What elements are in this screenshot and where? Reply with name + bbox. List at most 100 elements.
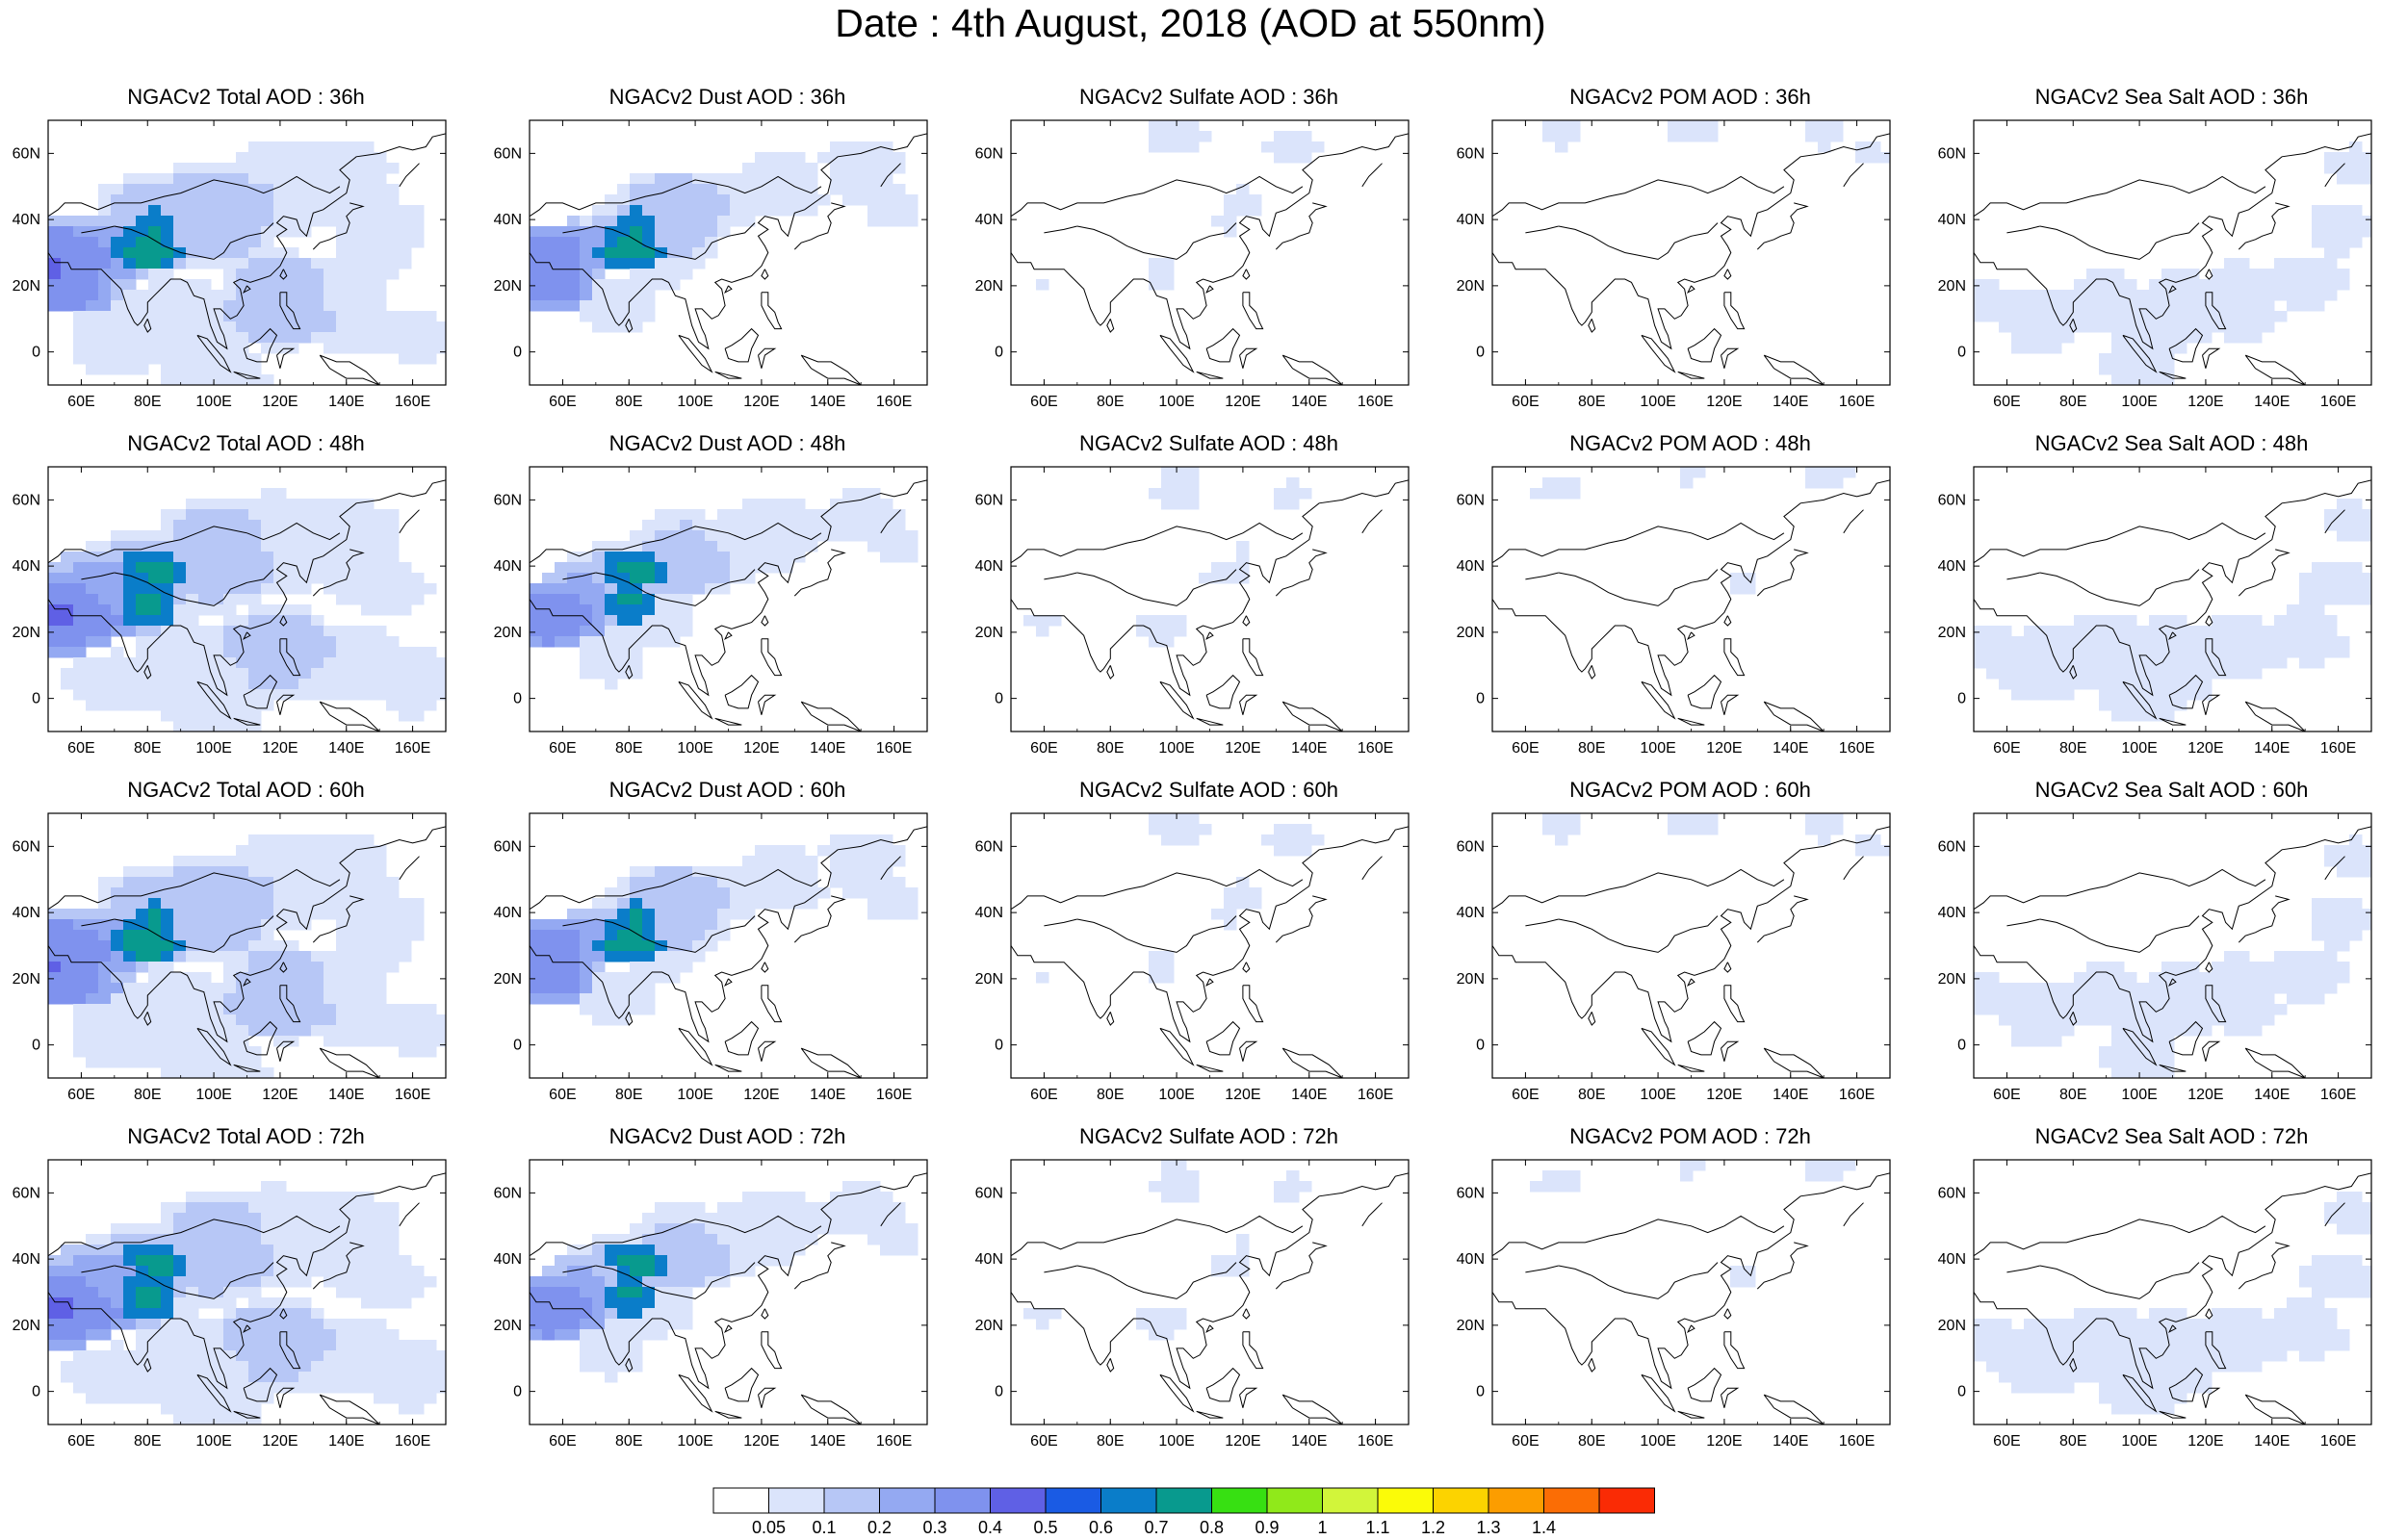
aod-cell bbox=[123, 562, 137, 574]
aod-cell bbox=[349, 163, 362, 174]
aod-cell bbox=[186, 583, 199, 595]
aod-cell bbox=[374, 1223, 387, 1235]
aod-cell bbox=[1986, 1319, 2000, 1330]
aod-cell bbox=[361, 583, 375, 595]
aod-cell bbox=[542, 583, 556, 595]
aod-cell bbox=[2324, 909, 2338, 920]
aod-cell bbox=[605, 1372, 618, 1383]
aod-cell bbox=[742, 1213, 756, 1224]
aod-cell bbox=[2174, 1393, 2187, 1404]
aod-cell bbox=[2349, 583, 2363, 595]
aod-cell bbox=[248, 1213, 262, 1224]
aod-cell bbox=[273, 856, 287, 867]
aod-cell bbox=[1236, 877, 1250, 888]
lon-tick-label: 100E bbox=[1158, 1433, 1194, 1450]
aod-cell bbox=[1986, 983, 2000, 994]
aod-cell bbox=[223, 1014, 237, 1026]
aod-cell bbox=[2287, 626, 2300, 637]
aod-cell bbox=[86, 1382, 99, 1394]
aod-cell bbox=[261, 194, 274, 206]
aod-cell bbox=[424, 321, 437, 333]
aod-cell bbox=[161, 951, 174, 962]
aod-cell bbox=[386, 184, 400, 195]
aod-cell bbox=[705, 247, 718, 259]
aod-cell bbox=[580, 1004, 593, 1015]
aod-cell bbox=[161, 668, 174, 680]
aod-cell bbox=[374, 647, 387, 658]
aod-cell bbox=[111, 1014, 124, 1026]
aod-cell bbox=[2099, 668, 2112, 680]
aod-cell bbox=[261, 552, 274, 563]
aod-cell bbox=[261, 1245, 274, 1256]
aod-cell bbox=[2036, 311, 2050, 322]
aod-cell bbox=[2149, 279, 2162, 291]
aod-cell bbox=[655, 1329, 668, 1341]
aod-cell bbox=[286, 1266, 299, 1277]
aod-cell bbox=[324, 1276, 337, 1288]
aod-cell bbox=[792, 152, 806, 164]
aod-cell bbox=[361, 290, 375, 301]
aod-cell bbox=[2312, 1255, 2325, 1267]
aod-cell bbox=[1830, 467, 1844, 478]
aod-cell bbox=[236, 269, 249, 280]
aod-cell bbox=[374, 173, 387, 185]
aod-cell bbox=[198, 1361, 212, 1373]
aod-cell bbox=[2111, 290, 2125, 301]
aod-cell bbox=[223, 290, 237, 301]
aod-cell bbox=[98, 909, 112, 920]
aod-cell bbox=[2262, 647, 2275, 658]
aod-cell bbox=[98, 237, 112, 248]
aod-cell bbox=[842, 1202, 856, 1214]
aod-cell bbox=[2161, 615, 2175, 627]
aod-cell bbox=[1567, 824, 1581, 835]
aod-cell bbox=[336, 951, 349, 962]
aod-cell bbox=[605, 216, 618, 227]
aod-cell bbox=[1668, 824, 1681, 835]
aod-cell bbox=[780, 1245, 793, 1256]
aod-cell bbox=[592, 205, 606, 217]
aod-cell bbox=[792, 845, 806, 857]
aod-cell bbox=[223, 898, 237, 910]
aod-cell bbox=[867, 194, 881, 206]
aod-cell bbox=[667, 1255, 681, 1267]
aod-cell bbox=[2099, 1004, 2112, 1015]
aod-cell bbox=[261, 300, 274, 312]
aod-cell bbox=[248, 520, 262, 531]
aod-cell bbox=[86, 311, 99, 322]
aod-cell bbox=[692, 573, 706, 584]
aod-cell bbox=[692, 1276, 706, 1288]
aod-cell bbox=[830, 877, 843, 888]
aod-cell bbox=[198, 194, 212, 206]
aod-cell bbox=[617, 1319, 631, 1330]
aod-cell bbox=[298, 898, 312, 910]
aod-cell bbox=[717, 509, 731, 521]
aod-cell bbox=[530, 604, 543, 616]
aod-cell bbox=[223, 205, 237, 217]
aod-cell bbox=[286, 940, 299, 952]
lat-tick-label: 60N bbox=[1938, 838, 1966, 855]
aod-cell bbox=[123, 594, 137, 605]
aod-cell bbox=[655, 866, 668, 878]
aod-cell bbox=[2187, 647, 2200, 658]
aod-cell bbox=[61, 1372, 74, 1383]
aod-cell bbox=[73, 562, 87, 574]
aod-cell bbox=[61, 226, 74, 238]
aod-cell bbox=[1818, 834, 1831, 846]
aod-cell bbox=[2324, 1255, 2338, 1267]
aod-cell bbox=[867, 1192, 881, 1203]
lat-tick-label: 20N bbox=[1938, 625, 1966, 641]
aod-cell bbox=[1199, 131, 1212, 142]
lat-tick-label: 60N bbox=[1938, 145, 1966, 162]
lon-tick-label: 160E bbox=[1839, 1433, 1875, 1450]
aod-cell bbox=[1974, 636, 1987, 648]
aod-cell bbox=[336, 332, 349, 344]
aod-cell bbox=[2337, 919, 2350, 931]
aod-cell bbox=[1730, 1276, 1744, 1288]
aod-cell bbox=[311, 668, 324, 680]
aod-cell bbox=[1199, 824, 1212, 835]
aod-cell bbox=[261, 573, 274, 584]
aod-cell bbox=[399, 919, 412, 931]
aod-cell bbox=[374, 1372, 387, 1383]
aod-cell bbox=[605, 983, 618, 994]
